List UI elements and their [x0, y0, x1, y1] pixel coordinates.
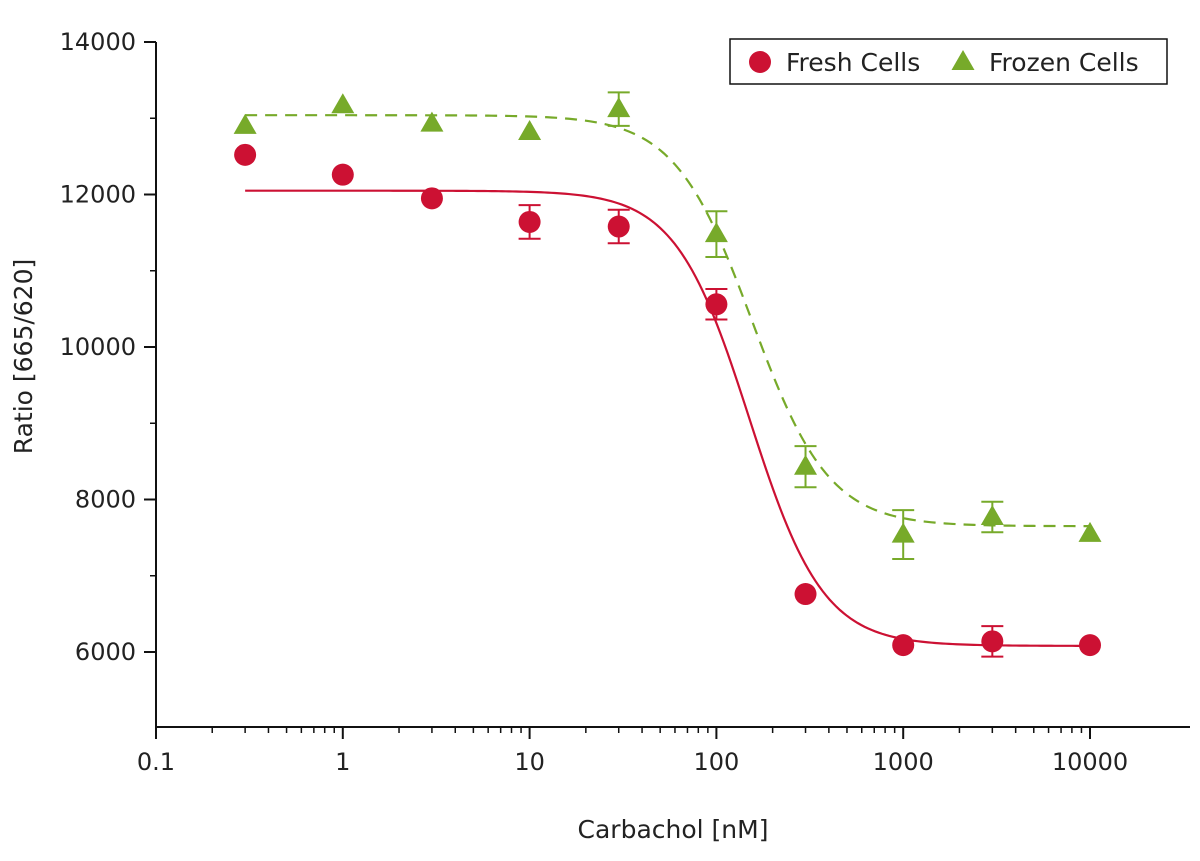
x-tick-label: 0.1 — [137, 748, 175, 776]
data-point-series-0 — [607, 215, 630, 238]
x-ticks: 0.1 1 10 100 1000 10000 — [137, 727, 1128, 776]
fit-curves — [245, 114, 1091, 647]
axes — [155, 42, 1190, 728]
y-tick-label: 10000 — [60, 333, 136, 361]
data-point-series-0 — [705, 293, 728, 316]
data-point-series-1 — [607, 97, 631, 118]
data-point-series-0 — [794, 583, 817, 606]
data-point-series-0 — [518, 210, 541, 233]
data-point-series-1 — [704, 222, 728, 243]
data-point-series-1 — [518, 119, 542, 140]
data-point-series-0 — [420, 187, 443, 210]
x-tick-label: 10 — [514, 748, 545, 776]
legend-box — [729, 38, 1168, 85]
legend-items: Fresh Cells Frozen Cells — [749, 48, 1139, 77]
fit-curve-series-1 — [245, 114, 1090, 528]
data-point-series-0 — [234, 143, 257, 166]
y-tick-label: 14000 — [60, 28, 136, 56]
y-axis-label: Ratio [665/620] — [9, 259, 38, 455]
y-tick-label: 8000 — [75, 486, 136, 514]
legend-marker-series-1 — [951, 50, 975, 70]
x-tick-label: 10000 — [1052, 748, 1128, 776]
data-point-series-0 — [1079, 634, 1101, 657]
fit-curve-series-0 — [245, 189, 1091, 647]
x-tick-label: 100 — [693, 748, 739, 776]
data-point-series-0 — [331, 163, 354, 186]
x-tick-label: 1 — [335, 748, 350, 776]
legend-label-series-0: Fresh Cells — [786, 48, 920, 77]
data-point-series-0 — [981, 630, 1004, 653]
y-ticks: 6000 8000 10000 12000 14000 — [60, 28, 156, 666]
legend-marker-series-0 — [749, 51, 771, 73]
data-point-series-1 — [233, 113, 257, 134]
x-tick-label: 1000 — [873, 748, 934, 776]
data-point-series-1 — [420, 111, 444, 132]
data-point-series-1 — [331, 93, 355, 114]
data-point-series-1 — [794, 454, 818, 475]
data-point-series-1 — [1078, 521, 1102, 542]
y-tick-label: 12000 — [60, 181, 136, 209]
data-point-series-1 — [891, 522, 915, 543]
data-points — [233, 93, 1102, 657]
legend-label-series-1: Frozen Cells — [989, 48, 1139, 77]
error-bars — [518, 91, 1004, 658]
x-axis-label: Carbachol [nM] — [578, 815, 769, 844]
data-point-series-1 — [980, 505, 1004, 526]
y-tick-label: 6000 — [75, 638, 136, 666]
data-point-series-0 — [892, 634, 915, 657]
legend: Fresh Cells Frozen Cells — [729, 38, 1168, 85]
